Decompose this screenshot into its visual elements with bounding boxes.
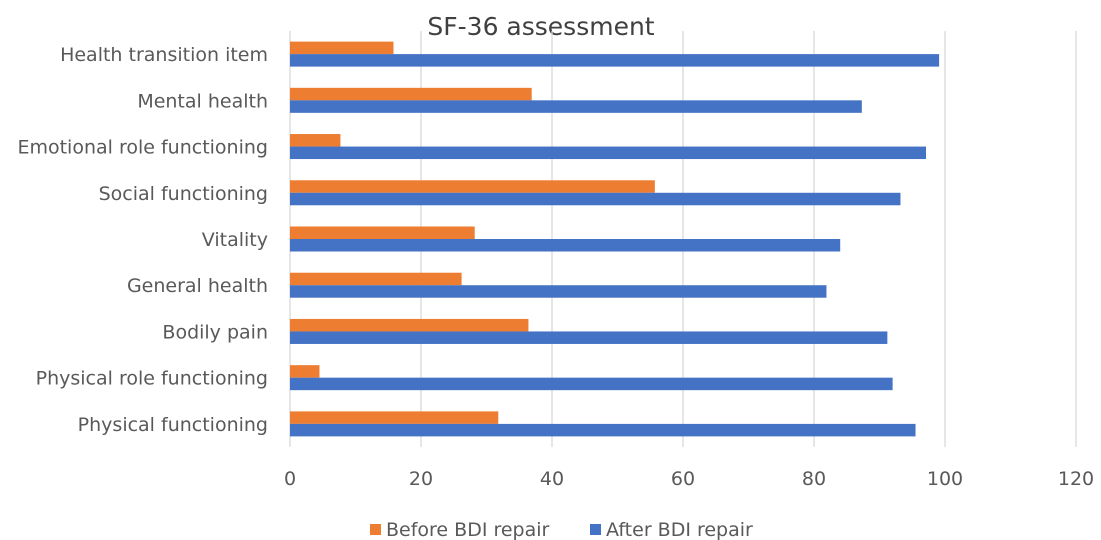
x-tick-label: 80: [802, 468, 826, 490]
bar-after-0: [290, 423, 916, 437]
bar-before-0: [290, 411, 499, 424]
legend-label-1: After BDI repair: [606, 519, 753, 540]
x-tick-label: 0: [284, 468, 296, 490]
bar-before-2: [290, 318, 529, 332]
category-label: Physical role functioning: [36, 368, 268, 390]
bar-before-8: [290, 41, 394, 55]
bar-after-3: [290, 285, 827, 298]
bar-before-7: [290, 87, 532, 101]
legend-label-0: Before BDI repair: [386, 519, 550, 540]
bar-after-5: [290, 192, 901, 206]
x-tick-label: 20: [409, 468, 433, 490]
x-tick-label: 120: [1058, 468, 1094, 490]
category-label: Physical functioning: [78, 414, 268, 436]
legend-swatch-0: [370, 524, 381, 535]
category-label: Vitality: [202, 229, 268, 251]
x-tick-label: 100: [927, 468, 963, 490]
bar-before-1: [290, 365, 320, 378]
legend-swatch-1: [590, 524, 601, 535]
category-label: Social functioning: [99, 183, 268, 205]
x-tick-label: 40: [540, 468, 564, 490]
bar-after-1: [290, 377, 893, 391]
bar-after-2: [290, 331, 888, 344]
bar-before-6: [290, 134, 341, 147]
category-label: Mental health: [137, 90, 268, 112]
chart-title: SF-36 assessment: [427, 12, 654, 41]
category-label: General health: [127, 275, 268, 297]
category-label: Health transition item: [60, 44, 268, 66]
bars: [290, 41, 940, 437]
bar-before-5: [290, 180, 655, 193]
tick-labels: 0 20 40 60 80 100 120: [284, 468, 1094, 490]
bar-before-3: [290, 272, 462, 286]
bar-before-4: [290, 226, 475, 239]
bar-after-4: [290, 239, 841, 252]
bar-after-8: [290, 54, 940, 67]
bar-after-7: [290, 100, 862, 113]
category-labels: Physical functioning Physical role functi…: [17, 44, 268, 436]
bar-after-6: [290, 146, 927, 160]
legend: Before BDI repair After BDI repair: [370, 519, 753, 540]
x-tick-label: 60: [671, 468, 695, 490]
category-label: Emotional role functioning: [17, 137, 268, 159]
category-label: Bodily pain: [162, 321, 268, 343]
